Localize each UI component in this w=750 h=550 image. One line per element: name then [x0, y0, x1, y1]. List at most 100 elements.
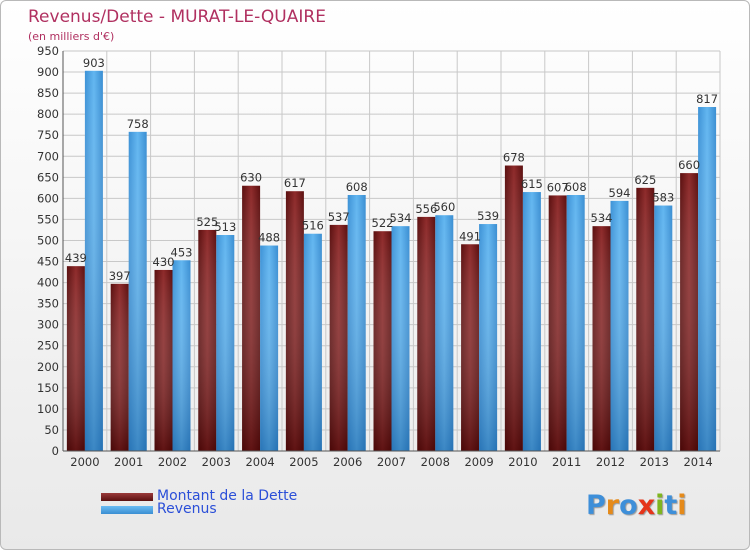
- bar-shade: [592, 226, 611, 451]
- y-tick-label: 0: [52, 444, 59, 458]
- data-label: 522: [372, 216, 394, 230]
- bar-shade: [172, 260, 191, 451]
- data-label: 513: [214, 220, 236, 234]
- y-tick-label: 50: [44, 423, 59, 437]
- data-label: 525: [196, 215, 218, 229]
- x-tick-label: 2006: [333, 455, 362, 469]
- data-label: 560: [433, 200, 455, 214]
- bar-shade: [303, 233, 322, 451]
- y-tick-label: 400: [37, 276, 59, 290]
- bar-shade: [110, 283, 129, 451]
- data-label: 903: [83, 56, 105, 70]
- logo-letter: x: [637, 490, 656, 521]
- x-tick-label: 2004: [245, 455, 274, 469]
- bar-shade: [417, 216, 436, 451]
- bar-shade: [636, 187, 655, 451]
- bar-shade: [698, 107, 717, 451]
- bar-shade: [680, 173, 699, 451]
- logo-letter: i: [655, 490, 665, 521]
- data-label: 534: [390, 211, 412, 225]
- bar-shade: [461, 244, 480, 451]
- y-tick-label: 650: [37, 170, 59, 184]
- data-label: 537: [328, 210, 350, 224]
- x-tick-label: 2005: [289, 455, 318, 469]
- y-tick-label: 300: [37, 318, 59, 332]
- y-tick-label: 500: [37, 233, 59, 247]
- y-tick-label: 750: [37, 128, 59, 142]
- data-label: 608: [565, 180, 587, 194]
- bar-shade: [198, 229, 217, 451]
- data-label: 817: [696, 92, 718, 106]
- bar-shade: [260, 245, 279, 451]
- x-tick-label: 2011: [552, 455, 581, 469]
- x-tick-label: 2007: [377, 455, 406, 469]
- proxiti-logo: Proxiti: [586, 490, 687, 521]
- data-label: 556: [415, 202, 437, 216]
- data-label: 439: [65, 251, 87, 265]
- data-label: 607: [547, 180, 569, 194]
- bar-shade: [479, 224, 498, 451]
- bar-shade: [522, 192, 541, 452]
- bar-shade: [154, 269, 173, 451]
- y-tick-label: 950: [37, 44, 59, 58]
- x-tick-label: 2012: [596, 455, 625, 469]
- x-tick-label: 2010: [508, 455, 537, 469]
- data-label: 617: [284, 176, 306, 190]
- logo-letter: t: [664, 490, 678, 521]
- bar-shade: [84, 70, 103, 451]
- legend-swatch-dette: [101, 493, 153, 501]
- logo-letter: r: [605, 490, 620, 521]
- bar-shade: [285, 191, 304, 452]
- x-tick-label: 2002: [158, 455, 187, 469]
- y-tick-label: 200: [37, 360, 59, 374]
- data-label: 583: [652, 191, 674, 205]
- bar-shade: [242, 185, 261, 451]
- data-label: 534: [591, 211, 613, 225]
- y-tick-label: 550: [37, 212, 59, 226]
- y-tick-label: 850: [37, 86, 59, 100]
- bar-shade: [128, 131, 147, 451]
- data-label: 453: [171, 245, 193, 259]
- bar-shade: [347, 195, 366, 451]
- x-tick-label: 2009: [464, 455, 493, 469]
- y-tick-label: 100: [37, 402, 59, 416]
- data-label: 615: [521, 177, 543, 191]
- x-tick-label: 2013: [640, 455, 669, 469]
- data-label: 758: [127, 117, 149, 131]
- y-tick-label: 600: [37, 191, 59, 205]
- chart-title: Revenus/Dette - MURAT-LE-QUAIRE: [28, 7, 326, 27]
- bar-shade: [329, 224, 348, 451]
- legend-swatch-revenus: [101, 506, 153, 514]
- bar-shade: [391, 226, 410, 451]
- x-tick-label: 2000: [70, 455, 99, 469]
- bar-shade: [610, 200, 629, 451]
- y-tick-label: 350: [37, 297, 59, 311]
- legend-label-dette: Montant de la Dette: [157, 488, 298, 504]
- bar-shade: [216, 235, 235, 451]
- bar-shade: [373, 231, 392, 451]
- bar-shade: [566, 195, 585, 451]
- bar-shade: [66, 266, 85, 451]
- bar-shade: [654, 205, 673, 451]
- logo-letter: P: [586, 490, 606, 521]
- x-tick-label: 2008: [421, 455, 450, 469]
- data-label: 594: [609, 186, 631, 200]
- bar-shade: [504, 165, 523, 452]
- bar-shade: [548, 195, 567, 451]
- x-tick-label: 2001: [114, 455, 143, 469]
- data-label: 516: [302, 219, 324, 233]
- logo-letter: i: [677, 490, 687, 521]
- chart-subtitle: (en milliers d'€): [28, 30, 115, 43]
- y-tick-label: 150: [37, 381, 59, 395]
- data-label: 539: [477, 209, 499, 223]
- data-label: 608: [346, 180, 368, 194]
- data-label: 430: [153, 255, 175, 269]
- data-label: 678: [503, 151, 525, 165]
- data-label: 397: [109, 269, 131, 283]
- y-tick-label: 800: [37, 107, 59, 121]
- y-tick-label: 450: [37, 255, 59, 269]
- y-tick-label: 700: [37, 149, 59, 163]
- bar-shade: [435, 215, 454, 451]
